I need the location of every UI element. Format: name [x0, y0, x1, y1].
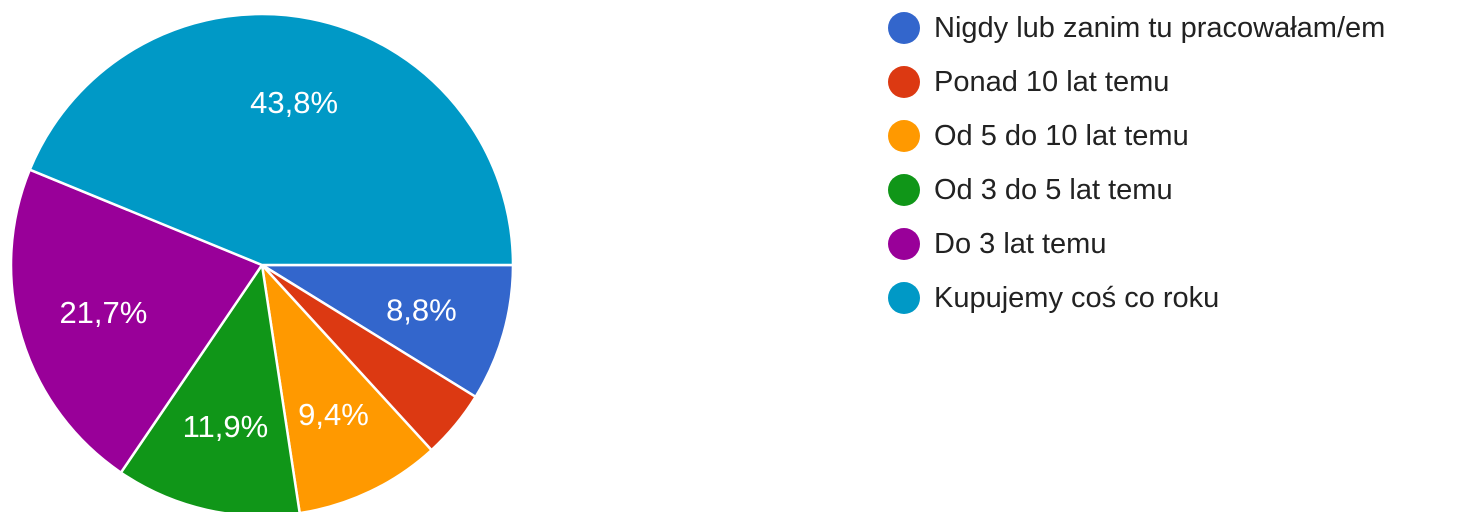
legend-item: Od 5 do 10 lat temu	[888, 120, 1189, 152]
legend-swatch	[888, 66, 920, 98]
legend-swatch	[888, 12, 920, 44]
pie-slice[interactable]	[260, 263, 515, 399]
slice-data-label: 21,7%	[59, 295, 147, 330]
pie-data-labels: 8,8% 9,4% 11,9% 21,7% 43,8%	[59, 85, 456, 444]
legend-item: Ponad 10 lat temu	[888, 66, 1169, 98]
pie-slice[interactable]	[28, 12, 515, 267]
legend-item: Kupujemy coś co roku	[888, 282, 1219, 314]
legend-label: Od 3 do 5 lat temu	[934, 174, 1173, 206]
pie-slice[interactable]	[9, 168, 264, 474]
legend-swatch	[888, 228, 920, 260]
slice-data-label: 11,9%	[183, 409, 269, 444]
slice-data-label: 8,8%	[386, 293, 457, 328]
legend-label: Ponad 10 lat temu	[934, 66, 1169, 98]
legend-label: Od 5 do 10 lat temu	[934, 120, 1189, 152]
legend-item: Od 3 do 5 lat temu	[888, 174, 1173, 206]
legend-label: Kupujemy coś co roku	[934, 282, 1219, 314]
legend: Nigdy lub zanim tu pracowałam/em Ponad 10…	[888, 12, 1385, 314]
legend-label: Do 3 lat temu	[934, 228, 1106, 260]
legend-swatch	[888, 120, 920, 152]
legend-item: Nigdy lub zanim tu pracowałam/em	[888, 12, 1385, 44]
legend-label: Nigdy lub zanim tu pracowałam/em	[934, 12, 1385, 44]
legend-item: Do 3 lat temu	[888, 228, 1106, 260]
slice-data-label: 9,4%	[298, 397, 369, 432]
legend-swatch	[888, 282, 920, 314]
slice-data-label: 43,8%	[250, 85, 338, 120]
pie-slices	[9, 12, 515, 517]
legend-swatch	[888, 174, 920, 206]
